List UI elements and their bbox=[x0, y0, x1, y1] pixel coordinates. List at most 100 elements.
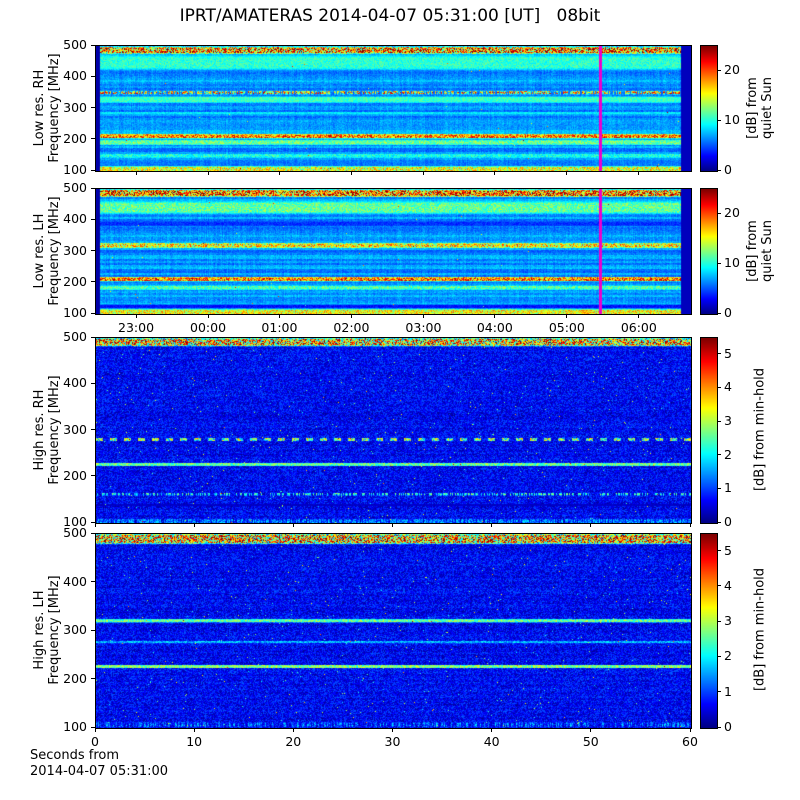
x-tick-label: 23:00 bbox=[118, 320, 155, 335]
y-tick-label: 500 bbox=[63, 37, 87, 52]
x-tick bbox=[207, 314, 209, 318]
x-tick bbox=[193, 523, 195, 527]
ylabel-line1: Low res. LH bbox=[32, 213, 47, 288]
colorbar-low-res-lh bbox=[700, 188, 718, 315]
x-tick bbox=[638, 171, 640, 175]
colorbar-tick-label: 2 bbox=[724, 648, 732, 664]
colorbar-label-quiet-sun: [dB] from quiet Sun bbox=[745, 151, 775, 351]
y-tick-label: 300 bbox=[63, 242, 87, 258]
y-tick bbox=[91, 250, 95, 251]
x-tick bbox=[422, 314, 424, 318]
y-tick bbox=[91, 581, 95, 582]
colorbar-tick-label: 1 bbox=[724, 683, 732, 699]
x-tick-label: 10 bbox=[186, 734, 203, 749]
colorbar-tick bbox=[718, 454, 721, 456]
y-tick-label: 400 bbox=[63, 573, 87, 589]
x-tick-label: 40 bbox=[483, 734, 500, 749]
y-tick-label: 100 bbox=[63, 719, 87, 734]
colorbar-tick bbox=[718, 386, 721, 388]
colorbar-tick bbox=[718, 726, 721, 728]
y-tick bbox=[91, 382, 95, 384]
colorbar-tick bbox=[718, 353, 721, 355]
x-tick bbox=[689, 728, 691, 732]
y-tick bbox=[91, 218, 95, 220]
x-tick bbox=[689, 523, 691, 527]
x-tick bbox=[590, 523, 592, 527]
y-tick-label: 200 bbox=[63, 273, 87, 289]
x-tick bbox=[292, 728, 294, 732]
ylabel-line1: High res. LH bbox=[32, 590, 47, 670]
y-tick bbox=[91, 726, 95, 728]
ylabel-line1: High res. RH bbox=[32, 389, 47, 470]
x-tick bbox=[135, 314, 137, 318]
x-tick-label: 60 bbox=[682, 734, 698, 749]
x-tick-label: 30 bbox=[384, 734, 401, 749]
colorbar-tick bbox=[718, 585, 721, 587]
x-tick-label: 05:00 bbox=[548, 320, 585, 335]
colorbar-tick bbox=[718, 262, 721, 264]
colorbar-high-res-lh bbox=[700, 533, 718, 729]
cblabel-line2: quiet Sun bbox=[760, 219, 775, 282]
colorbar-tick bbox=[718, 169, 721, 171]
x-tick bbox=[193, 728, 195, 732]
y-tick-label: 300 bbox=[63, 421, 87, 437]
colorbar-tick-label: 20 bbox=[724, 205, 740, 220]
y-tick-label: 300 bbox=[63, 99, 87, 115]
colorbar-high-res-rh bbox=[700, 337, 718, 524]
x-tick bbox=[566, 314, 568, 318]
x-axis-label: Seconds from 2014-04-07 05:31:00 bbox=[30, 748, 168, 780]
y-tick bbox=[91, 107, 95, 108]
colorbar-low-res-rh bbox=[700, 45, 718, 172]
xlabel-line2: 2014-04-07 05:31:00 bbox=[30, 764, 169, 779]
spectrogram-high-res-rh[interactable] bbox=[95, 337, 692, 524]
x-tick bbox=[94, 728, 96, 732]
colorbar-tick bbox=[718, 212, 721, 214]
colorbar-tick bbox=[718, 550, 721, 552]
y-tick bbox=[91, 312, 95, 314]
cblabel-line1: [dB] from bbox=[745, 219, 760, 282]
x-tick bbox=[278, 314, 280, 318]
spectrogram-low-res-lh[interactable] bbox=[95, 188, 692, 315]
spectrogram-low-res-rh[interactable] bbox=[95, 45, 692, 172]
x-tick bbox=[392, 728, 393, 732]
x-tick bbox=[350, 314, 352, 318]
x-tick bbox=[491, 523, 493, 527]
y-tick bbox=[91, 429, 95, 430]
x-tick-label: 20 bbox=[285, 734, 302, 749]
x-tick bbox=[392, 523, 393, 527]
y-tick-label: 200 bbox=[63, 467, 87, 483]
spectrogram-high-res-lh[interactable] bbox=[95, 533, 692, 729]
y-tick bbox=[91, 521, 95, 523]
colorbar-label-min-hold: [dB] from min-hold bbox=[753, 530, 768, 730]
y-tick-label: 100 bbox=[63, 514, 87, 529]
x-tick-label: 02:00 bbox=[333, 320, 370, 335]
y-tick bbox=[91, 138, 95, 140]
x-tick bbox=[207, 171, 209, 175]
colorbar-tick-label: 0 bbox=[724, 514, 732, 529]
x-tick-label: 00:00 bbox=[190, 320, 227, 335]
x-tick bbox=[350, 171, 352, 175]
y-tick-label: 500 bbox=[63, 525, 87, 540]
cblabel-line1: [dB] from bbox=[745, 76, 760, 139]
x-tick bbox=[491, 728, 493, 732]
cblabel-line2: quiet Sun bbox=[760, 76, 775, 139]
cblabel-line1: [dB] from min-hold bbox=[752, 367, 768, 491]
y-tick-label: 200 bbox=[63, 130, 87, 146]
colorbar-tick-label: 10 bbox=[724, 112, 740, 127]
colorbar-tick bbox=[718, 620, 721, 622]
cblabel-line1: [dB] from min-hold bbox=[752, 567, 768, 692]
colorbar-tick-label: 0 bbox=[724, 162, 732, 177]
x-tick-label: 06:00 bbox=[620, 320, 657, 335]
y-tick-label: 400 bbox=[63, 68, 87, 84]
x-tick-label: 03:00 bbox=[405, 320, 442, 335]
colorbar-tick bbox=[718, 420, 721, 422]
x-tick-label: 01:00 bbox=[261, 320, 298, 335]
colorbar-tick-label: 10 bbox=[724, 255, 740, 270]
x-tick bbox=[638, 314, 640, 318]
y-tick-label: 200 bbox=[63, 670, 87, 686]
x-tick-label: 50 bbox=[582, 734, 599, 749]
x-tick bbox=[94, 523, 96, 527]
y-tick bbox=[91, 629, 95, 631]
y-tick-label: 500 bbox=[63, 180, 87, 195]
colorbar-tick bbox=[718, 487, 721, 489]
